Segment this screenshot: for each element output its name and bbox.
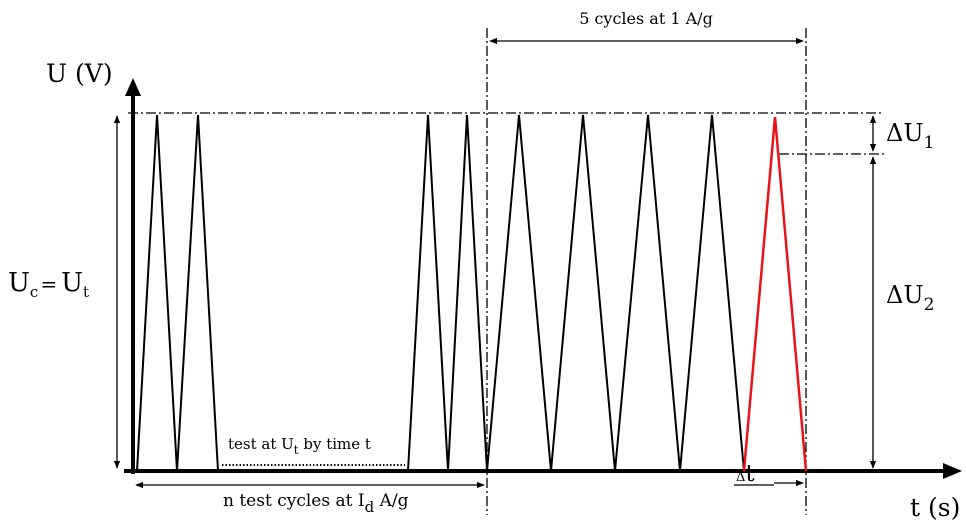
hold-label-subscript: t bbox=[294, 443, 299, 457]
five-cycles-label: 5 cycles at 1 A/g bbox=[579, 9, 713, 28]
y-axis-arrowhead bbox=[125, 78, 141, 96]
delta-u2-label: ΔU2 bbox=[886, 281, 934, 315]
ut-main: U bbox=[61, 268, 83, 298]
delta-u1-subscript: 1 bbox=[924, 133, 935, 153]
uc-equals: = bbox=[40, 272, 57, 296]
delta-u2-subscript: 2 bbox=[924, 295, 935, 315]
delta-u2-main: ΔU bbox=[886, 281, 924, 309]
delta-t-symbol: Δ bbox=[736, 470, 745, 485]
delta-u1-label: ΔU1 bbox=[886, 119, 934, 153]
ut-subscript: t bbox=[83, 283, 89, 301]
initial-test-cycles bbox=[136, 114, 219, 472]
uc-ut-label: Uc = Ut bbox=[8, 268, 89, 301]
x-axis-arrowhead bbox=[943, 463, 962, 479]
delta-t-label: Δt bbox=[736, 461, 755, 487]
x-axis-label: t (s) bbox=[910, 493, 960, 522]
svg-text:Uc=Ut: Uc = Ut bbox=[8, 268, 89, 301]
y-axis-label: U (V) bbox=[46, 59, 113, 88]
hold-label-post: by time t bbox=[299, 435, 371, 453]
hold-label-pre: test at U bbox=[228, 435, 294, 453]
delta-t-main: t bbox=[745, 461, 755, 487]
later-cycles bbox=[407, 114, 745, 472]
test-cycles-pre: n test cycles at I bbox=[223, 491, 365, 511]
test-cycles-label: n test cycles at Id A/g bbox=[223, 491, 409, 516]
uc-main: U bbox=[8, 268, 30, 298]
uc-subscript: c bbox=[30, 283, 38, 301]
evaluated-cycle-red bbox=[742, 116, 808, 472]
delta-u1-main: ΔU bbox=[886, 119, 924, 147]
hold-label: test at Ut by time t bbox=[228, 435, 371, 457]
test-cycles-subscript: d bbox=[365, 498, 375, 516]
test-cycles-post: A/g bbox=[374, 491, 408, 511]
